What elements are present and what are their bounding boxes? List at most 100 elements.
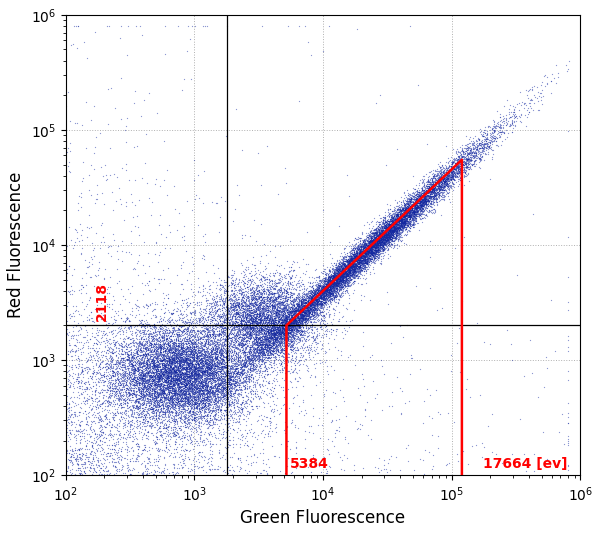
Point bbox=[149, 365, 159, 373]
Point bbox=[308, 298, 318, 307]
Point bbox=[251, 335, 260, 343]
Point bbox=[339, 261, 349, 269]
Point bbox=[183, 435, 193, 444]
Point bbox=[214, 375, 224, 384]
Point bbox=[281, 318, 291, 327]
Point bbox=[121, 367, 131, 375]
Point bbox=[151, 342, 160, 350]
Point bbox=[87, 418, 97, 427]
Point bbox=[416, 205, 425, 213]
Point bbox=[455, 154, 464, 162]
Point bbox=[200, 373, 209, 382]
Point bbox=[275, 303, 284, 312]
Point bbox=[511, 112, 521, 120]
Point bbox=[298, 313, 307, 322]
Point bbox=[236, 311, 246, 319]
Point bbox=[416, 195, 426, 204]
Point bbox=[299, 309, 309, 318]
Point bbox=[376, 240, 385, 249]
Point bbox=[172, 353, 182, 362]
Point bbox=[370, 239, 380, 248]
Point bbox=[323, 284, 333, 292]
Point bbox=[304, 309, 314, 318]
Point bbox=[265, 344, 275, 352]
Point bbox=[370, 246, 379, 254]
Point bbox=[113, 427, 123, 435]
Point bbox=[370, 249, 380, 257]
Point bbox=[159, 392, 169, 401]
Point bbox=[269, 300, 279, 309]
Point bbox=[221, 334, 230, 342]
Point bbox=[377, 239, 387, 247]
Point bbox=[98, 460, 107, 468]
Point bbox=[184, 392, 194, 401]
Point bbox=[106, 394, 115, 402]
Point bbox=[457, 160, 467, 169]
Point bbox=[106, 426, 115, 435]
Point bbox=[166, 358, 176, 366]
Point bbox=[245, 319, 255, 328]
Point bbox=[187, 402, 196, 411]
Point bbox=[234, 340, 244, 348]
Point bbox=[230, 284, 240, 292]
Point bbox=[392, 226, 401, 235]
Point bbox=[383, 235, 393, 244]
Point bbox=[196, 397, 205, 405]
Point bbox=[388, 227, 397, 235]
Point bbox=[112, 347, 121, 355]
Point bbox=[323, 276, 333, 285]
Point bbox=[367, 247, 376, 255]
Point bbox=[146, 381, 155, 390]
Point bbox=[285, 287, 295, 296]
Point bbox=[253, 315, 263, 324]
Point bbox=[296, 299, 306, 307]
Point bbox=[232, 300, 242, 308]
Point bbox=[402, 198, 412, 207]
Point bbox=[253, 265, 263, 274]
Point bbox=[255, 324, 265, 332]
Point bbox=[362, 249, 371, 257]
Point bbox=[193, 356, 202, 365]
Point bbox=[442, 163, 451, 171]
Point bbox=[298, 307, 308, 316]
Point bbox=[152, 391, 162, 400]
Point bbox=[336, 263, 346, 271]
Point bbox=[313, 311, 323, 319]
Point bbox=[143, 350, 153, 359]
Point bbox=[78, 174, 88, 182]
Point bbox=[301, 303, 311, 312]
Point bbox=[456, 166, 466, 175]
Point bbox=[448, 167, 458, 175]
Point bbox=[383, 233, 393, 241]
Point bbox=[127, 387, 136, 396]
Point bbox=[343, 265, 352, 273]
Point bbox=[138, 467, 148, 476]
Point bbox=[140, 350, 150, 358]
Point bbox=[157, 389, 167, 397]
Point bbox=[349, 250, 358, 259]
Point bbox=[205, 361, 214, 370]
Point bbox=[331, 402, 340, 410]
Point bbox=[250, 313, 260, 322]
Point bbox=[178, 390, 188, 398]
Point bbox=[158, 337, 167, 346]
Point bbox=[223, 380, 233, 388]
Point bbox=[364, 224, 374, 233]
Point bbox=[367, 235, 376, 244]
Point bbox=[286, 328, 295, 336]
Point bbox=[288, 298, 298, 307]
Point bbox=[258, 304, 268, 312]
Point bbox=[370, 242, 380, 251]
Point bbox=[203, 373, 213, 382]
Point bbox=[77, 273, 87, 282]
Point bbox=[181, 365, 190, 373]
Point bbox=[177, 349, 187, 358]
Point bbox=[409, 200, 419, 209]
Point bbox=[153, 344, 163, 353]
Point bbox=[333, 276, 343, 284]
Point bbox=[186, 431, 196, 439]
Point bbox=[371, 247, 380, 255]
Point bbox=[268, 338, 278, 347]
Point bbox=[367, 246, 377, 254]
Point bbox=[251, 352, 261, 360]
